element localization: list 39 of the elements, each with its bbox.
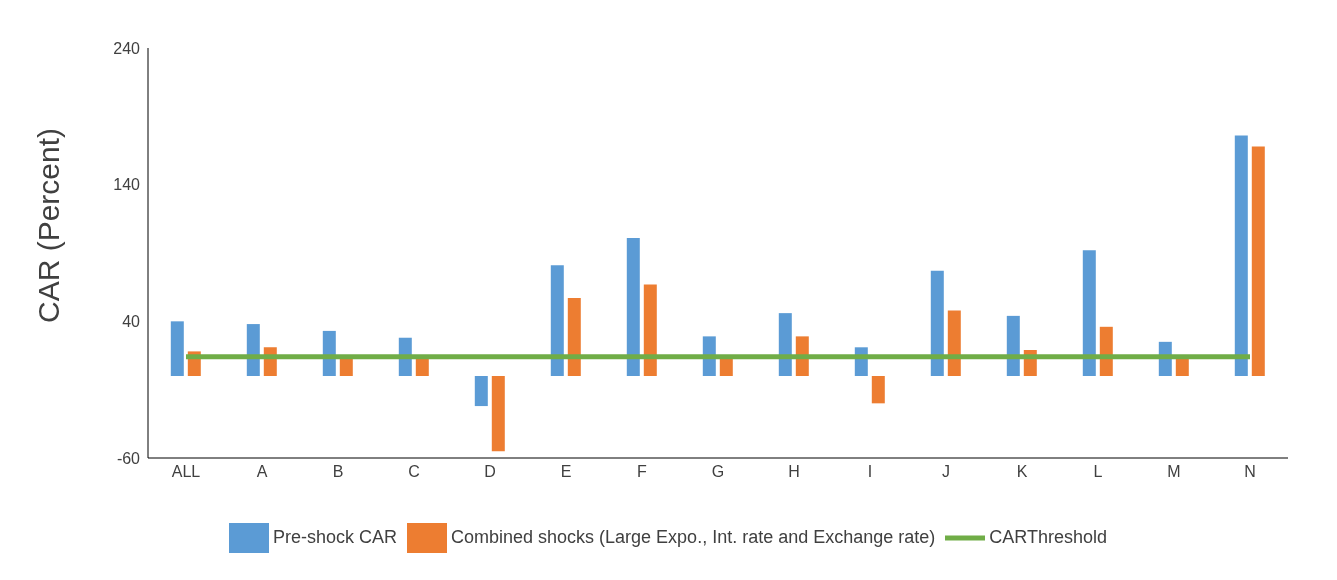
bar — [930, 270, 944, 376]
y-axis-title: CAR (Percent) — [31, 127, 65, 323]
bar — [1251, 146, 1265, 376]
y-tick-label: 140 — [113, 176, 141, 194]
y-tick-label: 40 — [122, 313, 141, 331]
x-tick-label: I — [867, 463, 873, 481]
bar — [550, 265, 564, 376]
x-tick-label: ALL — [171, 463, 201, 481]
x-tick-label: E — [560, 463, 572, 481]
x-tick-label: D — [484, 463, 496, 481]
bar — [1006, 315, 1020, 376]
bar — [170, 321, 184, 376]
bar — [246, 324, 260, 376]
bar — [871, 376, 885, 404]
bar — [1082, 250, 1096, 376]
x-tick-label: H — [788, 463, 800, 481]
bar — [1234, 135, 1248, 376]
legend-label: CARThreshold — [989, 526, 1108, 547]
x-tick-label: J — [942, 463, 950, 481]
bar — [491, 376, 505, 452]
y-tick-label: 240 — [113, 39, 141, 57]
bar — [643, 284, 657, 376]
x-tick-label: N — [1244, 463, 1256, 481]
y-tick-label: -60 — [116, 449, 141, 467]
legend-label: Pre-shock CAR — [272, 526, 397, 547]
x-tick-label: M — [1167, 463, 1181, 481]
x-tick-label: A — [256, 463, 268, 481]
legend-label: Combined shocks (Large Expo., Int. rate and Exchange rate) — [451, 526, 936, 547]
x-tick-label: K — [1016, 463, 1028, 481]
x-tick-label: L — [1093, 463, 1103, 481]
bar — [567, 298, 581, 376]
x-tick-label: F — [637, 463, 648, 481]
bar — [947, 310, 961, 376]
bar — [626, 237, 640, 376]
x-tick-label: B — [332, 463, 344, 481]
bar — [778, 313, 792, 376]
bar — [474, 376, 488, 407]
x-tick-label: C — [408, 463, 420, 481]
x-tick-label: G — [711, 463, 725, 481]
